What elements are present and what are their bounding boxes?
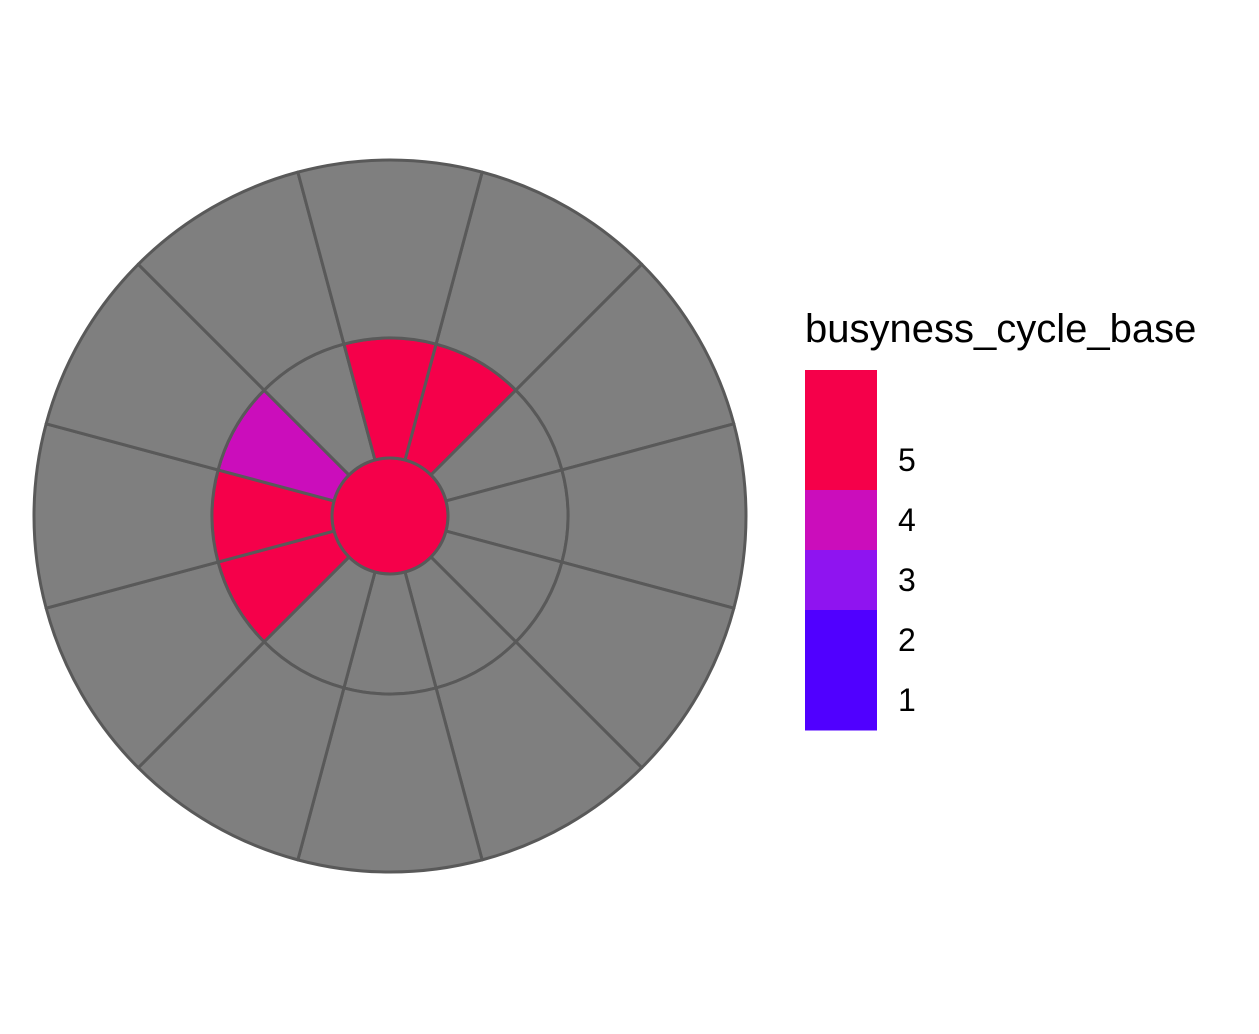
legend-labels: 1 2 3 4 5 — [898, 442, 916, 718]
legend-label: 4 — [898, 502, 916, 538]
legend-bin — [805, 670, 877, 731]
legend-label: 1 — [898, 682, 916, 718]
polar-plot — [32, 158, 748, 874]
legend-bin — [805, 490, 877, 551]
ring-outer-segment-12 — [296, 158, 484, 346]
legend-label: 3 — [898, 562, 916, 598]
legend-label: 2 — [898, 622, 916, 658]
legend-bin — [805, 610, 877, 671]
legend-colorbar — [805, 370, 877, 731]
legend-bin — [805, 550, 877, 611]
legend-bin — [805, 370, 877, 431]
legend-bin — [805, 430, 877, 491]
legend: busyness_cycle_base 1 2 3 4 5 — [805, 307, 1196, 731]
legend-label: 5 — [898, 442, 916, 478]
legend-title: busyness_cycle_base — [805, 307, 1196, 351]
